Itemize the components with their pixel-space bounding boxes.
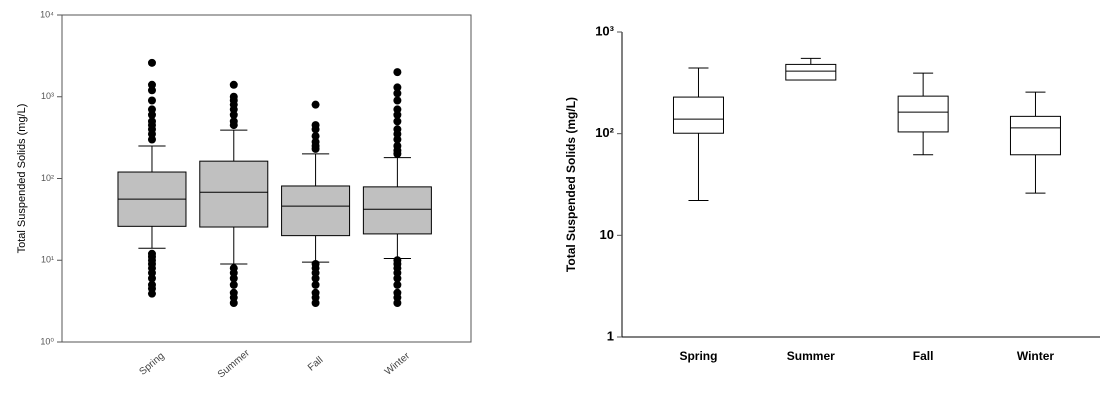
outlier [229,274,238,283]
y-tick-label: 10⁰ [40,336,54,346]
x-tick-label: Winter [383,350,413,377]
outlier [229,121,238,130]
outlier [393,149,402,158]
outlier [229,105,238,114]
x-tick-label: Summer [787,349,835,363]
outlier [147,105,156,114]
outlier [147,96,156,105]
outlier [393,89,402,98]
outlier [393,105,402,114]
outlier [147,274,156,283]
outlier [393,96,402,105]
outlier [147,80,156,89]
outlier [147,268,156,277]
x-tick-label: Spring [137,351,166,378]
x-tick-label: Fall [306,355,325,374]
outlier [311,280,320,289]
outlier [311,268,320,277]
outlier [229,268,238,277]
outlier [393,83,402,92]
y-tick-label: 10⁴ [40,9,54,19]
outlier [311,100,320,109]
y-tick-label: 10¹ [41,255,54,265]
box [362,186,432,235]
outlier [311,298,320,307]
outlier [393,274,402,283]
outlier [393,130,402,139]
outlier [393,135,402,144]
box [785,63,837,81]
outlier [147,289,156,298]
outlier [393,117,402,126]
y-tick-label: 10³ [595,23,614,38]
x-tick-label: Summer [216,347,253,380]
outlier [393,68,402,77]
outlier [147,86,156,95]
y-tick-label: 10³ [41,91,54,101]
x-tick-label: Winter [1017,349,1055,363]
y-tick-label: 10² [41,173,54,183]
outlier [229,80,238,89]
x-tick-label: Spring [679,349,717,363]
outlier [229,110,238,119]
box [281,185,351,237]
outlier [311,125,320,134]
outlier [311,274,320,283]
outlier [147,58,156,67]
y-tick-label: 1 [607,328,614,343]
outlier [311,144,320,153]
y-tick-label: 10² [595,125,614,140]
y-axis-title: Total Suspended Solids (mg/L) [564,97,578,272]
box [199,160,269,228]
outlier [311,132,320,141]
x-tick-label: Fall [913,349,934,363]
outlier [229,280,238,289]
outlier [393,268,402,277]
outlier [393,110,402,119]
outlier [393,293,402,302]
outlier [393,298,402,307]
outlier [311,293,320,302]
outlier [229,293,238,302]
outlier [393,280,402,289]
outlier [147,135,156,144]
y-tick-label: 10 [600,227,614,242]
y-axis-title: Total Suspended Solids (mg/L) [16,104,28,254]
outlier [229,298,238,307]
outlier [147,130,156,139]
box [1009,115,1061,156]
box [897,95,949,133]
outlier [147,110,156,119]
box [672,96,724,134]
